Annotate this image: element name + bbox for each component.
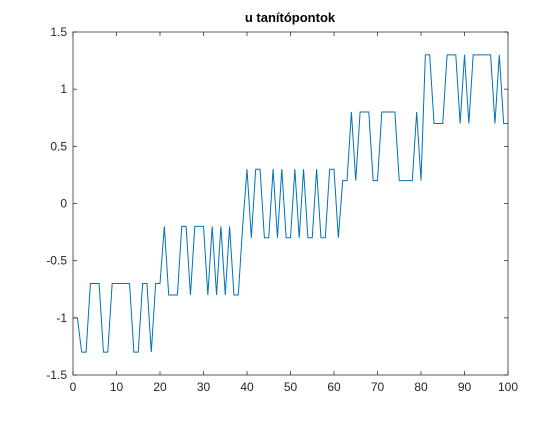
- y-tick-label: 1: [60, 82, 67, 96]
- x-tick-label: 20: [153, 380, 167, 394]
- y-tick-label: 0: [60, 197, 67, 211]
- y-tick-label: -1.5: [46, 368, 67, 382]
- x-tick-label: 10: [110, 380, 124, 394]
- x-tick-label: 50: [284, 380, 298, 394]
- chart-title: u tanítópontok: [245, 10, 336, 25]
- x-tick-label: 80: [414, 380, 428, 394]
- y-tick-label: 1.5: [50, 25, 67, 39]
- plot-background: [73, 32, 508, 375]
- x-tick-label: 0: [70, 380, 77, 394]
- x-tick-label: 30: [197, 380, 211, 394]
- x-tick-label: 70: [371, 380, 385, 394]
- x-tick-label: 100: [498, 380, 518, 394]
- y-tick-label: -1: [56, 311, 67, 325]
- x-tick-label: 90: [458, 380, 472, 394]
- x-tick-label: 40: [240, 380, 254, 394]
- series-line-1: [73, 54, 508, 353]
- y-tick-label: 0.5: [50, 139, 67, 153]
- y-tick-label: -0.5: [46, 254, 67, 268]
- x-tick-label: 60: [327, 380, 341, 394]
- plot-area: 0 10 20 30 40 50 60 70 80 90 100 -1.5 -1 -0.5 0 0.5 1 1.5: [46, 25, 518, 394]
